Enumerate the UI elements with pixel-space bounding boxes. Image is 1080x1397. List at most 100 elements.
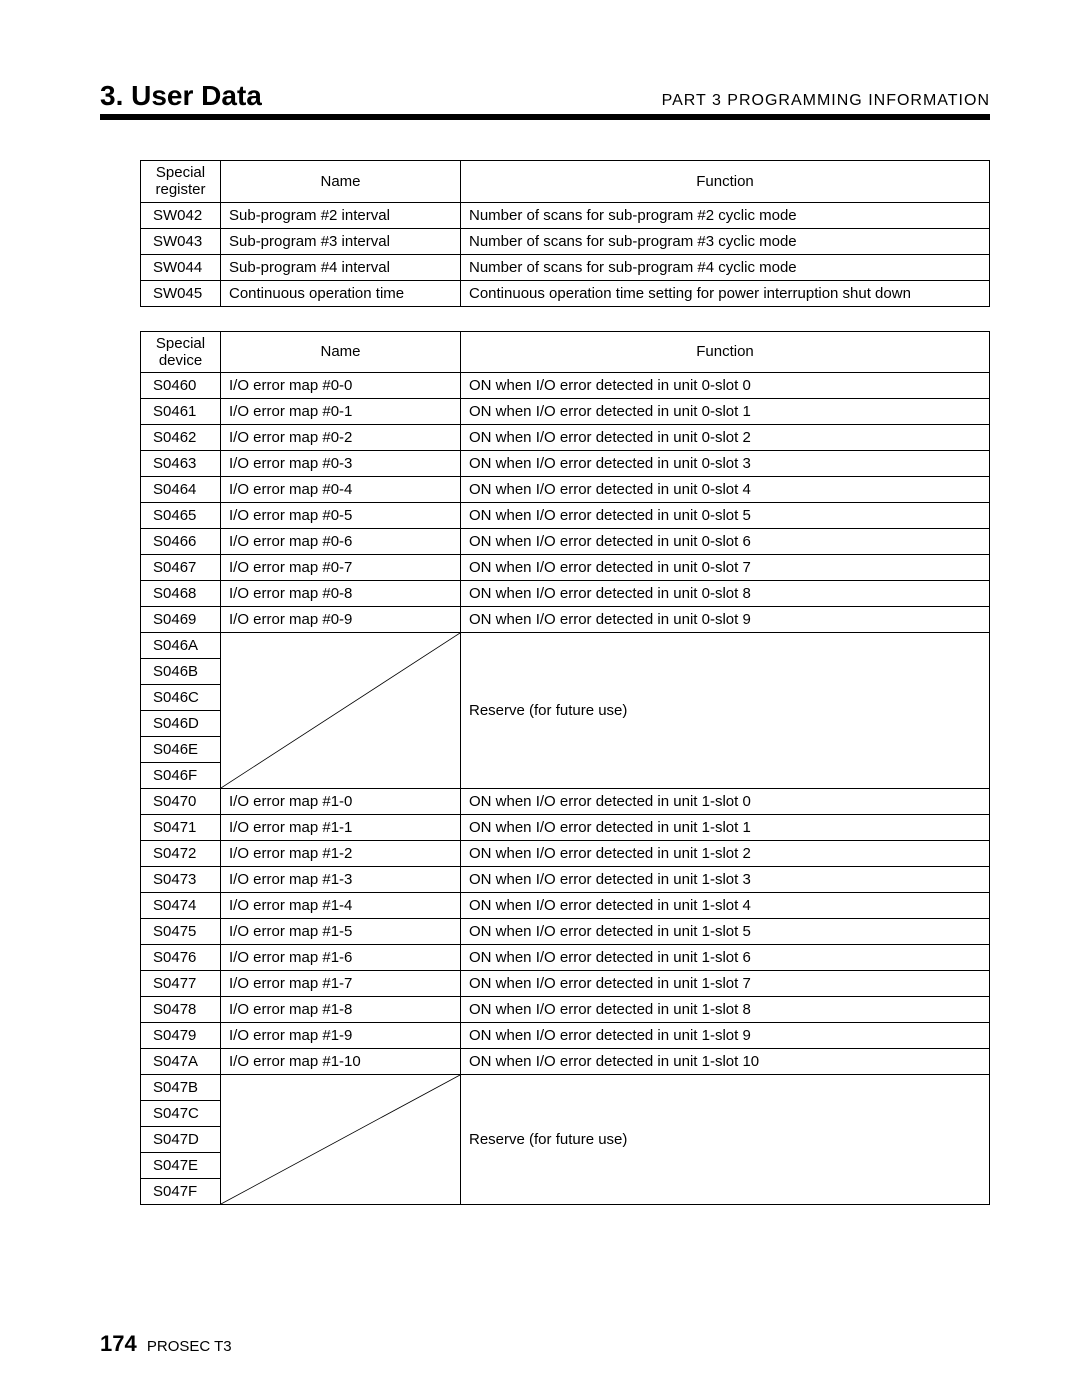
table-row: S0460I/O error map #0-0ON when I/O error… [141, 373, 990, 399]
cell-function: ON when I/O error detected in unit 0-slo… [461, 399, 990, 425]
cell-register: S046F [141, 763, 221, 789]
cell-register: S0462 [141, 425, 221, 451]
table-row: S046AReserve (for future use) [141, 633, 990, 659]
cell-name: I/O error map #1-10 [221, 1049, 461, 1075]
cell-register: S0475 [141, 919, 221, 945]
cell-register: S0460 [141, 373, 221, 399]
cell-name: I/O error map #0-2 [221, 425, 461, 451]
cell-register: S0466 [141, 529, 221, 555]
table-row: S0474I/O error map #1-4ON when I/O error… [141, 893, 990, 919]
cell-register: S0468 [141, 581, 221, 607]
table-row: S0478I/O error map #1-8ON when I/O error… [141, 997, 990, 1023]
table-row: S0466I/O error map #0-6ON when I/O error… [141, 529, 990, 555]
cell-register: S0467 [141, 555, 221, 581]
cell-function: ON when I/O error detected in unit 1-slo… [461, 841, 990, 867]
cell-function: ON when I/O error detected in unit 0-slo… [461, 425, 990, 451]
cell-function: ON when I/O error detected in unit 0-slo… [461, 529, 990, 555]
cell-register: S046C [141, 685, 221, 711]
table-row: S0469I/O error map #0-9ON when I/O error… [141, 607, 990, 633]
cell-register: SW043 [141, 228, 221, 254]
cell-register: SW044 [141, 254, 221, 280]
cell-name: I/O error map #1-1 [221, 815, 461, 841]
cell-register: S047F [141, 1179, 221, 1205]
diagonal-line-icon [221, 1075, 460, 1204]
cell-function: ON when I/O error detected in unit 0-slo… [461, 503, 990, 529]
table-row: S0461I/O error map #0-1ON when I/O error… [141, 399, 990, 425]
table-row: S0476I/O error map #1-6ON when I/O error… [141, 945, 990, 971]
table-row: S047BReserve (for future use) [141, 1075, 990, 1101]
table-row: SW042Sub-program #2 intervalNumber of sc… [141, 202, 990, 228]
cell-name: Continuous operation time [221, 280, 461, 306]
cell-register: S046B [141, 659, 221, 685]
table-row: S0465I/O error map #0-5ON when I/O error… [141, 503, 990, 529]
cell-register: S046D [141, 711, 221, 737]
cell-register: S047B [141, 1075, 221, 1101]
cell-function: ON when I/O error detected in unit 1-slo… [461, 815, 990, 841]
table-row: S0471I/O error map #1-1ON when I/O error… [141, 815, 990, 841]
cell-name: I/O error map #0-0 [221, 373, 461, 399]
cell-register: S046E [141, 737, 221, 763]
cell-name: Sub-program #4 interval [221, 254, 461, 280]
table-row: SW043Sub-program #3 intervalNumber of sc… [141, 228, 990, 254]
table-row: S0475I/O error map #1-5ON when I/O error… [141, 919, 990, 945]
cell-register: S0478 [141, 997, 221, 1023]
cell-register: S0472 [141, 841, 221, 867]
cell-register: SW042 [141, 202, 221, 228]
cell-register: S0473 [141, 867, 221, 893]
cell-register: S0461 [141, 399, 221, 425]
register-table-2: Specialdevice Name Function S0460I/O err… [140, 331, 990, 1206]
cell-register: S0477 [141, 971, 221, 997]
diagonal-line-icon [221, 633, 460, 788]
cell-register: S0474 [141, 893, 221, 919]
reserve-name-cell [221, 1075, 461, 1205]
table2-header-function: Function [461, 331, 990, 373]
cell-register: SW045 [141, 280, 221, 306]
cell-function: Number of scans for sub-program #3 cycli… [461, 228, 990, 254]
cell-function: Continuous operation time setting for po… [461, 280, 990, 306]
table-row: S0470I/O error map #1-0ON when I/O error… [141, 789, 990, 815]
cell-register: S0469 [141, 607, 221, 633]
cell-function: ON when I/O error detected in unit 0-slo… [461, 581, 990, 607]
cell-name: I/O error map #1-9 [221, 1023, 461, 1049]
table1-header-function: Function [461, 161, 990, 203]
page-header: 3. User Data PART 3 PROGRAMMING INFORMAT… [100, 80, 990, 120]
cell-function: Number of scans for sub-program #4 cycli… [461, 254, 990, 280]
table-row: S0477I/O error map #1-7ON when I/O error… [141, 971, 990, 997]
reserve-name-cell [221, 633, 461, 789]
cell-name: I/O error map #0-5 [221, 503, 461, 529]
cell-name: Sub-program #3 interval [221, 228, 461, 254]
cell-function: ON when I/O error detected in unit 0-slo… [461, 607, 990, 633]
cell-register: S0479 [141, 1023, 221, 1049]
cell-function: ON when I/O error detected in unit 0-slo… [461, 373, 990, 399]
cell-name: I/O error map #1-4 [221, 893, 461, 919]
page-footer: 174 PROSEC T3 [100, 1331, 232, 1357]
cell-name: I/O error map #0-3 [221, 451, 461, 477]
cell-function: ON when I/O error detected in unit 1-slo… [461, 945, 990, 971]
table-row: S0473I/O error map #1-3ON when I/O error… [141, 867, 990, 893]
cell-function: Reserve (for future use) [461, 633, 990, 789]
cell-function: ON when I/O error detected in unit 1-slo… [461, 919, 990, 945]
table1-header-register: Specialregister [141, 161, 221, 203]
cell-register: S046A [141, 633, 221, 659]
cell-register: S047D [141, 1127, 221, 1153]
document-name: PROSEC T3 [147, 1338, 232, 1355]
cell-name: I/O error map #1-5 [221, 919, 461, 945]
cell-name: I/O error map #0-1 [221, 399, 461, 425]
cell-register: S047E [141, 1153, 221, 1179]
cell-function: ON when I/O error detected in unit 1-slo… [461, 971, 990, 997]
page-number: 174 [100, 1331, 137, 1356]
table-row: S0479I/O error map #1-9ON when I/O error… [141, 1023, 990, 1049]
table-row: S047AI/O error map #1-10ON when I/O erro… [141, 1049, 990, 1075]
cell-function: ON when I/O error detected in unit 1-slo… [461, 867, 990, 893]
part-title: PART 3 PROGRAMMING INFORMATION [662, 92, 990, 110]
cell-name: I/O error map #1-8 [221, 997, 461, 1023]
cell-name: I/O error map #0-4 [221, 477, 461, 503]
table-row: SW045Continuous operation timeContinuous… [141, 280, 990, 306]
cell-name: I/O error map #1-0 [221, 789, 461, 815]
table-row: S0468I/O error map #0-8ON when I/O error… [141, 581, 990, 607]
cell-name: I/O error map #1-3 [221, 867, 461, 893]
cell-function: ON when I/O error detected in unit 1-slo… [461, 1023, 990, 1049]
table1-header-name: Name [221, 161, 461, 203]
cell-function: ON when I/O error detected in unit 1-slo… [461, 997, 990, 1023]
table-row: S0472I/O error map #1-2ON when I/O error… [141, 841, 990, 867]
